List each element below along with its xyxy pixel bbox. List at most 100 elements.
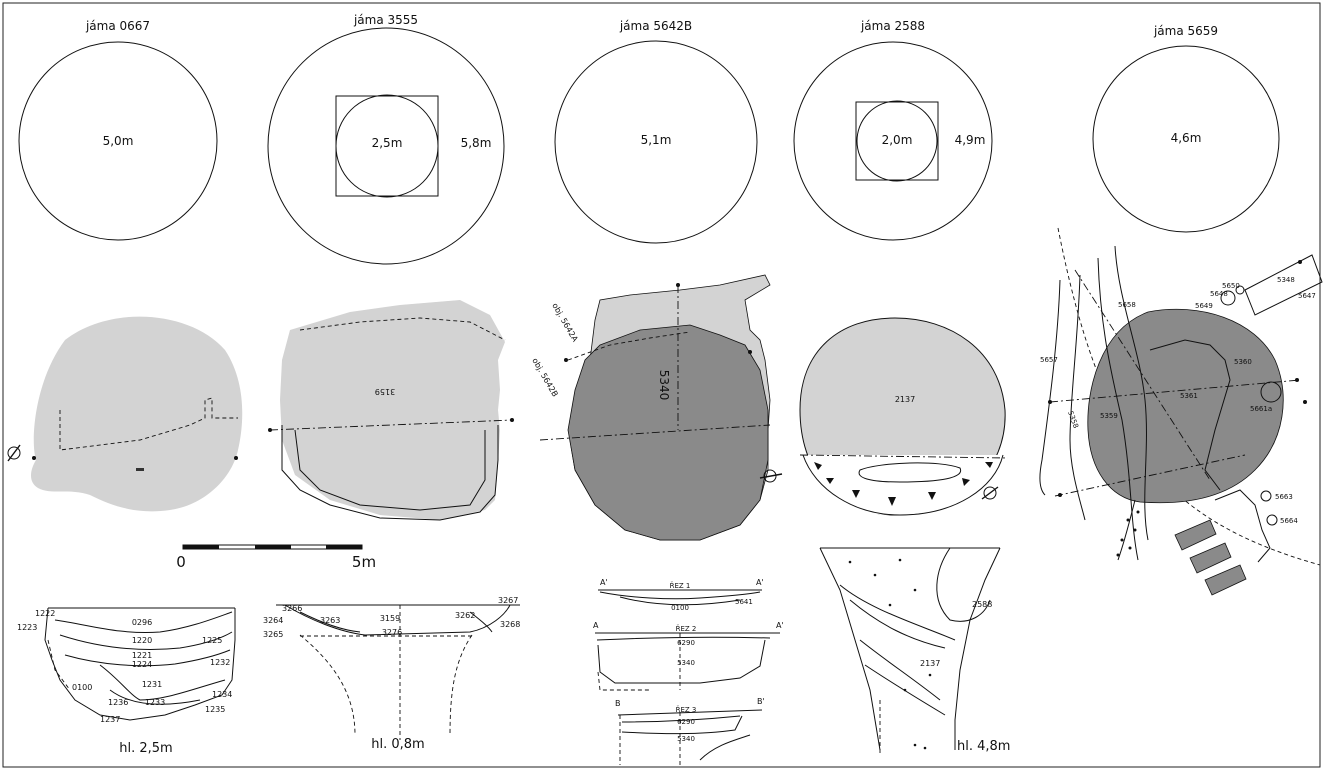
s3-cut2-6290: 6290: [677, 639, 695, 647]
s1-1223: 1223: [17, 623, 37, 632]
pit-0667-title: jáma 0667: [85, 19, 150, 33]
s4-2588: 2588: [972, 600, 992, 609]
plan-3555-point-left: [268, 428, 272, 432]
s1-1231: 1231: [142, 680, 162, 689]
s3-cut3-right: B': [757, 697, 765, 706]
pit-3555-inner-diameter: 2,5m: [372, 136, 403, 150]
s1-1225: 1225: [202, 636, 222, 645]
s3-cut2-5340: 5340: [677, 659, 695, 667]
s3-cut2-layer-1: [596, 636, 771, 641]
section-2588-right-wall: [954, 547, 1001, 750]
section-2588-pit-2588: [936, 547, 991, 622]
s1-1220: 1220: [132, 636, 152, 645]
s1-0296: 0296: [132, 618, 152, 627]
s2-3267: 3267: [498, 596, 518, 605]
section-2588: 2588 2137 hl. 4,8m: [819, 547, 1010, 755]
plan-5659-dark-fill: [1087, 308, 1284, 504]
plan-5659-point-4: [1303, 400, 1307, 404]
plan-3555: 3159: [268, 300, 514, 521]
pit-5642b-circle-group: jáma 5642B 5,1m: [554, 19, 758, 244]
section-0667-layer-2: [59, 631, 233, 650]
plan-0667-marker: [136, 468, 144, 471]
plan-5659-feature-5664: [1266, 514, 1278, 526]
s1-1232: 1232: [210, 658, 230, 667]
plan-5659-point-1: [1048, 400, 1052, 404]
plan-5659-label-5664: 5664: [1280, 517, 1298, 525]
s3-cut3-line: [617, 709, 763, 716]
s3-cut1-layer-2: [619, 596, 741, 606]
pit-2588-outer-circle: [793, 41, 993, 241]
plan-5659-rubble: [1116, 510, 1140, 557]
pit-5642b-title: jáma 5642B: [619, 19, 692, 33]
section-2588-layer-1: [839, 584, 956, 641]
plan-5659-feature-5348: [1244, 254, 1323, 316]
plan-0667-dashed-line: [59, 397, 238, 451]
plan-5659: 5658 5657 5358 5359 5361 5360 5650 5648 …: [1039, 227, 1323, 596]
s1-1235: 1235: [205, 705, 225, 714]
plan-5659-label-5658: 5658: [1118, 301, 1136, 309]
plan-5659-rubble-edge: [1117, 499, 1136, 561]
section-3555-dashed-right: [449, 634, 473, 736]
plan-5659-label-5657: 5657: [1040, 356, 1058, 364]
s3-cut3-title: ŘEZ 3: [676, 705, 697, 714]
pit-3555-outer-circle: [267, 27, 505, 265]
section-3555-dashed-left: [299, 634, 356, 736]
section-3555-fill-outline: [284, 604, 511, 636]
s3-cut3-layer-2: [621, 715, 743, 735]
pit-2588-circle-group: jáma 2588 2,0m 4,9m: [793, 19, 993, 241]
plan-5659-section-b: [1054, 454, 1246, 497]
plan-5659-label-5361: 5361: [1180, 392, 1198, 400]
pit-3555-circle-group: jáma 3555 2,5m 5,8m: [267, 13, 505, 265]
s2-3263: 3263: [320, 616, 340, 625]
plan-0667: [7, 316, 243, 512]
s3-cut2-left: A: [593, 621, 599, 630]
plan-5659-line-1: [1114, 245, 1149, 541]
pit-5659-circle-group: jáma 5659 4,6m: [1092, 24, 1280, 233]
s3-cut3-5340: 5340: [677, 735, 695, 743]
plan-3555-inner-wall: [294, 429, 486, 511]
pit-5642b-diameter: 5,1m: [641, 133, 672, 147]
section-0667-layer-1: [54, 611, 233, 634]
section-0667: 1222 1223 0296 1220 1225 1221 1224 1232 …: [17, 607, 236, 756]
plan-3555-label: 3159: [375, 387, 395, 396]
section-0667-layer-5: [109, 689, 201, 705]
plan-5642-dark-fill: [567, 324, 769, 541]
s1-1233: 1233: [145, 698, 165, 707]
pit-3555-inner-circle: [335, 94, 439, 198]
plan-5659-posthole-5649: [1220, 290, 1236, 306]
section-0667-dashed: [47, 639, 71, 691]
section-0667-outline: [44, 607, 236, 721]
s2-3159: 3159: [380, 614, 400, 623]
plan-5642: obj. 5642A obj. 5642B 5340: [530, 274, 783, 541]
s2-3276: 3276: [382, 628, 402, 637]
scale-bar-seg-1: [183, 545, 219, 549]
section-0667-layer-3: [64, 649, 231, 667]
s1-1222: 1222: [35, 609, 55, 618]
section-2588-layer-3: [859, 639, 941, 701]
s2-3264: 3264: [263, 616, 283, 625]
section-3555-depth: hl. 0,8m: [371, 737, 424, 752]
s2-3262: 3262: [455, 611, 475, 620]
s2-3265: 3265: [263, 630, 283, 639]
north-arrow-icon: [759, 469, 783, 483]
plan-2588-section-line: [799, 454, 1009, 459]
plan-5659-label-5649: 5649: [1195, 302, 1213, 310]
section-3555: 3266 3267 3264 3263 3265 3159 3262 3268 …: [263, 596, 520, 752]
plan-5642-section-line: [539, 424, 771, 441]
s1-1234: 1234: [212, 690, 232, 699]
section-2588-stones: [848, 558, 932, 750]
pit-5659-diameter: 4,6m: [1171, 131, 1202, 145]
plan-5642-point-left: [564, 358, 568, 362]
pit-3555-title: jáma 3555: [353, 13, 418, 27]
s1-1237: 1237: [100, 715, 120, 724]
plan-3555-point-right: [510, 418, 514, 422]
scale-bar-end: 5m: [352, 553, 376, 571]
plan-2588-label: 2137: [895, 395, 915, 404]
plan-2588-inner-shape: [858, 462, 962, 483]
s4-2137: 2137: [920, 659, 940, 668]
pit-2588-title: jáma 2588: [860, 19, 925, 33]
plan-5659-label-5663: 5663: [1275, 493, 1293, 501]
section-2588-left-wall: [819, 547, 881, 751]
s3-cut1-layer-1: [599, 591, 761, 600]
